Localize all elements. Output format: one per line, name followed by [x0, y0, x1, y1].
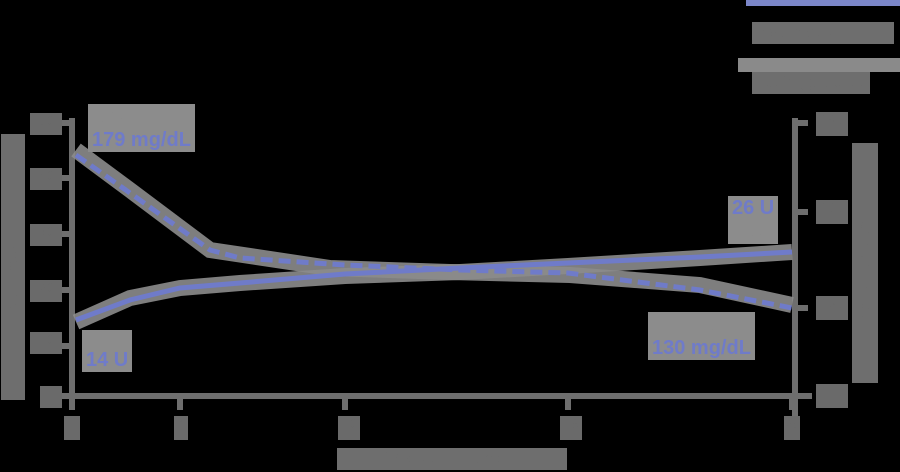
glucose-line: [74, 152, 793, 311]
y-left-tick: 0: [40, 386, 62, 408]
y-left-tick: 30: [30, 224, 62, 246]
x-tick: 18: [560, 416, 582, 440]
chart-legend: Insulin dose Fasting glucose: [738, 0, 900, 94]
legend-glucose-swatch: [738, 58, 900, 72]
legend-insulin-swatch: [746, 0, 900, 6]
legend-glucose-label: Fasting glucose: [752, 72, 870, 94]
start-glucose-value: 179 mg/dL: [88, 128, 195, 152]
x-tick: 4: [174, 416, 188, 440]
x-tick: 26: [784, 416, 800, 440]
start-glucose-annotation: Baseline 179 mg/dL: [88, 104, 195, 152]
x-axis-ticks: [69, 396, 795, 410]
y-left-tick: 10: [30, 332, 62, 354]
insulin-line: [75, 249, 793, 323]
start-insulin-value: 14 U: [82, 348, 133, 372]
y-left-tick: 20: [30, 280, 62, 302]
end-insulin-annotation: 26 U dose: [728, 196, 779, 244]
y-right-tick: 130: [816, 296, 848, 320]
end-insulin-value: 26 U: [728, 196, 779, 220]
start-glucose-label: Baseline: [88, 104, 195, 128]
y-right-axis-title: Fasting glucose: [852, 143, 878, 383]
legend-insulin-label: Insulin dose: [752, 22, 894, 44]
end-glucose-label: End FBG: [648, 312, 755, 336]
y-left-axis-title: Insulin dose (U): [1, 134, 25, 400]
y-left-tick: 40: [30, 168, 62, 190]
y-right-tick: 160: [816, 200, 848, 224]
end-glucose-value: 130 mg/dL: [648, 336, 755, 360]
y-left-tick: 50: [30, 113, 62, 135]
end-insulin-sub: dose: [728, 220, 779, 244]
y-right-tick: 190: [816, 112, 848, 136]
start-insulin-annotation: 14 U: [82, 330, 133, 372]
x-tick: 0: [64, 416, 80, 440]
x-tick: 10: [338, 416, 360, 440]
y-right-tick: 100: [816, 384, 848, 408]
end-glucose-annotation: End FBG 130 mg/dL: [648, 312, 755, 360]
x-axis-title: Week of Treatment: [337, 448, 567, 470]
